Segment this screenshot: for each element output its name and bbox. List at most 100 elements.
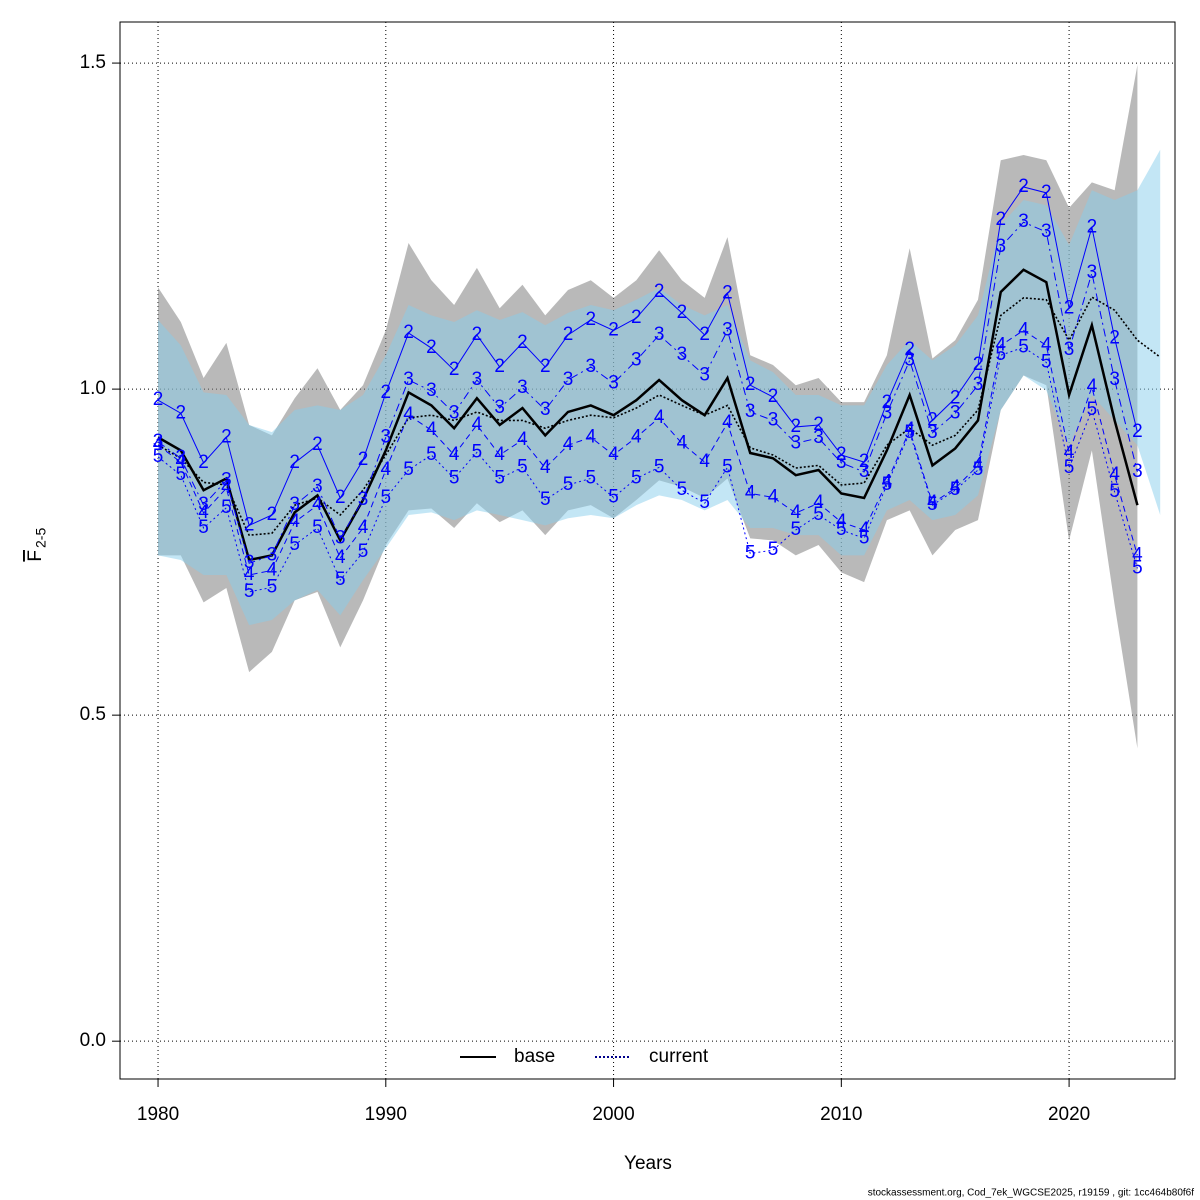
point-label: 5 [244, 581, 255, 602]
point-label: 5 [836, 519, 847, 540]
point-label: 5 [517, 456, 528, 477]
point-label: 5 [381, 487, 392, 508]
point-label: 2 [540, 356, 551, 377]
point-label: 3 [836, 452, 847, 473]
point-label: 3 [540, 399, 551, 420]
point-label: 5 [1109, 481, 1120, 502]
point-label: 5 [859, 527, 870, 548]
point-label: 4 [312, 494, 323, 515]
point-label: 2 [699, 324, 710, 345]
point-label: 5 [654, 456, 665, 477]
point-label: 5 [904, 422, 915, 443]
point-label: 5 [950, 479, 961, 500]
point-label: 2 [517, 332, 528, 353]
point-label: 4 [540, 457, 551, 478]
point-label: 2 [1041, 182, 1052, 203]
point-label: 5 [335, 569, 346, 590]
y-axis-label-main: F [25, 550, 46, 562]
point-label: 5 [1041, 351, 1052, 372]
point-label: 3 [153, 431, 164, 452]
point-label: 5 [745, 542, 756, 563]
point-label: 4 [836, 511, 847, 532]
series-line [157, 268, 1139, 562]
point-label: 4 [267, 559, 278, 580]
point-label: 4 [950, 477, 961, 498]
point-label: 5 [699, 492, 710, 513]
point-label: 4 [654, 407, 665, 428]
point-label: 4 [927, 492, 938, 513]
point-label: 3 [403, 369, 414, 390]
point-label: 4 [1064, 442, 1075, 463]
point-label: 3 [563, 369, 574, 390]
series-line [157, 329, 1138, 576]
point-label: 3 [995, 236, 1006, 257]
point-label: 5 [631, 467, 642, 488]
point-label: 5 [563, 474, 574, 495]
point-label: 4 [859, 519, 870, 540]
point-label: 5 [540, 489, 551, 510]
point-label: 4 [381, 459, 392, 480]
point-label: 3 [358, 489, 369, 510]
y-tick-label: 0.5 [80, 704, 106, 725]
point-label: 3 [927, 422, 938, 443]
point-label: 2 [335, 487, 346, 508]
point-label: 4 [426, 419, 437, 440]
point-label: 4 [722, 412, 733, 433]
point-label: 5 [403, 459, 414, 480]
plot-frame [119, 21, 1176, 1080]
point-label: 3 [517, 377, 528, 398]
point-label: 2 [631, 307, 642, 328]
point-label: 3 [722, 319, 733, 340]
point-label: 2 [312, 434, 323, 455]
point-label: 2 [1087, 216, 1098, 237]
point-label: 4 [517, 429, 528, 450]
point-label: 3 [631, 349, 642, 370]
point-label: 3 [1041, 221, 1052, 242]
point-label: 5 [1087, 399, 1098, 420]
point-label: 2 [449, 359, 460, 380]
point-label: 2 [927, 409, 938, 430]
point-label: 2 [381, 382, 392, 403]
point-label: 5 [312, 517, 323, 538]
point-label: 5 [176, 464, 187, 485]
point-label: 4 [677, 432, 688, 453]
point-label: 2 [973, 354, 984, 375]
point-label: 3 [677, 344, 688, 365]
point-label: 4 [472, 414, 483, 435]
point-label: 2 [677, 302, 688, 323]
point-label: 3 [950, 402, 961, 423]
point-label: 2 [768, 386, 779, 407]
series-line [157, 186, 1138, 527]
point-label: 4 [449, 444, 460, 465]
point-label: 4 [403, 404, 414, 425]
point-label: 5 [153, 446, 164, 467]
point-label: 3 [221, 469, 232, 490]
point-label: 2 [1109, 327, 1120, 348]
point-label: 3 [289, 494, 300, 515]
point-label: 5 [585, 467, 596, 488]
point-label: 5 [790, 519, 801, 540]
point-label: 3 [426, 380, 437, 401]
x-tick-label: 2010 [820, 1104, 862, 1125]
point-label: 2 [403, 322, 414, 343]
y-tick-label: 0.0 [80, 1030, 106, 1051]
point-label: 2 [745, 374, 756, 395]
point-label: 2 [563, 324, 574, 345]
point-label: 5 [882, 474, 893, 495]
legend-label: base [514, 1046, 555, 1067]
x-tick-label: 2000 [592, 1104, 634, 1125]
point-label: 5 [267, 576, 278, 597]
point-label: 3 [494, 397, 505, 418]
point-label: 4 [585, 426, 596, 447]
point-label: 5 [1064, 457, 1075, 478]
point-label: 3 [1132, 461, 1143, 482]
point-label: 5 [1132, 557, 1143, 578]
point-label: 2 [153, 389, 164, 410]
point-label: 2 [1132, 421, 1143, 442]
x-tick-label: 1990 [365, 1104, 407, 1125]
point-label: 3 [904, 349, 915, 370]
point-label: 4 [745, 482, 756, 503]
point-label: 3 [244, 552, 255, 573]
point-label: 5 [449, 467, 460, 488]
